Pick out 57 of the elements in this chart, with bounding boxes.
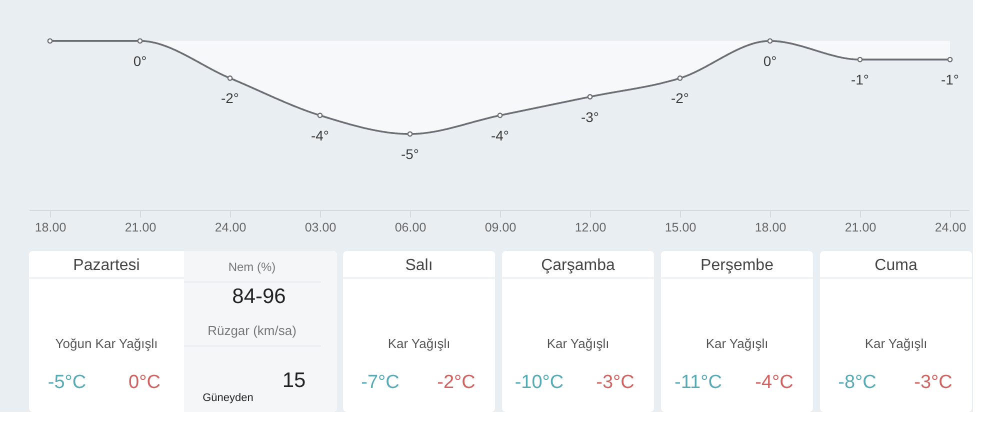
point: [767, 38, 773, 44]
point: [317, 112, 323, 118]
text: Kar Yağışlı: [706, 336, 768, 351]
data-label: -5°: [400, 146, 420, 162]
text: Kar Yağışlı: [864, 336, 928, 351]
text: 15: [282, 369, 306, 392]
text: -2°C: [437, 372, 476, 393]
data-label: -4°: [490, 127, 510, 144]
text: -11°C: [674, 372, 722, 393]
text: -10°C: [514, 372, 564, 393]
x-tick-label: 03.00: [304, 220, 336, 234]
text: 84-96: [232, 285, 286, 308]
text: -3°C: [914, 372, 952, 393]
data-label: 0°: [133, 52, 147, 69]
text: Güneyden: [202, 392, 254, 404]
data-label: -4°: [310, 127, 330, 144]
x-tick-label: 21.00: [844, 220, 876, 234]
x-tick-label: 24.00: [934, 220, 966, 234]
text: Kar Yağışlı: [388, 336, 450, 351]
x-tick-label: 12.00: [574, 220, 606, 234]
data-label: -1°: [940, 72, 960, 88]
text: Rüzgar (km/sa): [208, 323, 296, 338]
text: Perşembe: [700, 257, 774, 274]
data-label: -1°: [850, 72, 870, 88]
point: [137, 38, 143, 44]
text: -4°C: [755, 372, 794, 393]
data-label: -3°: [580, 108, 600, 125]
text: Pazartesi: [73, 257, 140, 274]
text: -7°C: [361, 372, 400, 393]
point: [47, 38, 53, 44]
x-tick-label: 21.00: [124, 220, 156, 234]
point: [227, 75, 233, 81]
x-tick-label: 18.00: [34, 220, 66, 234]
text: Yoğun Kar Yağışlı: [55, 336, 158, 351]
point: [587, 94, 593, 100]
point: [497, 112, 503, 118]
text: -3°C: [596, 372, 634, 393]
text: Nem (%): [228, 260, 276, 274]
point: [857, 56, 863, 62]
data-label: 0°: [763, 52, 777, 69]
point: [407, 131, 413, 137]
text: -5°C: [48, 372, 86, 393]
point: [677, 75, 683, 81]
x-tick-label: 06.00: [394, 220, 426, 234]
text: Salı: [405, 257, 433, 274]
x-tick-label: 09.00: [484, 220, 516, 234]
x-tick-label: 24.00: [214, 220, 246, 234]
point: [947, 56, 953, 62]
text: Kar Yağışlı: [546, 336, 610, 351]
text: Cuma: [874, 257, 918, 274]
text: Çarşamba: [541, 257, 615, 274]
x-tick-label: 18.00: [754, 220, 786, 234]
text: -8°C: [838, 372, 876, 393]
text: 0°C: [128, 372, 160, 393]
x-tick-label: 15.00: [664, 220, 696, 234]
data-label: -2°: [220, 90, 240, 106]
data-label: -2°: [670, 90, 690, 106]
